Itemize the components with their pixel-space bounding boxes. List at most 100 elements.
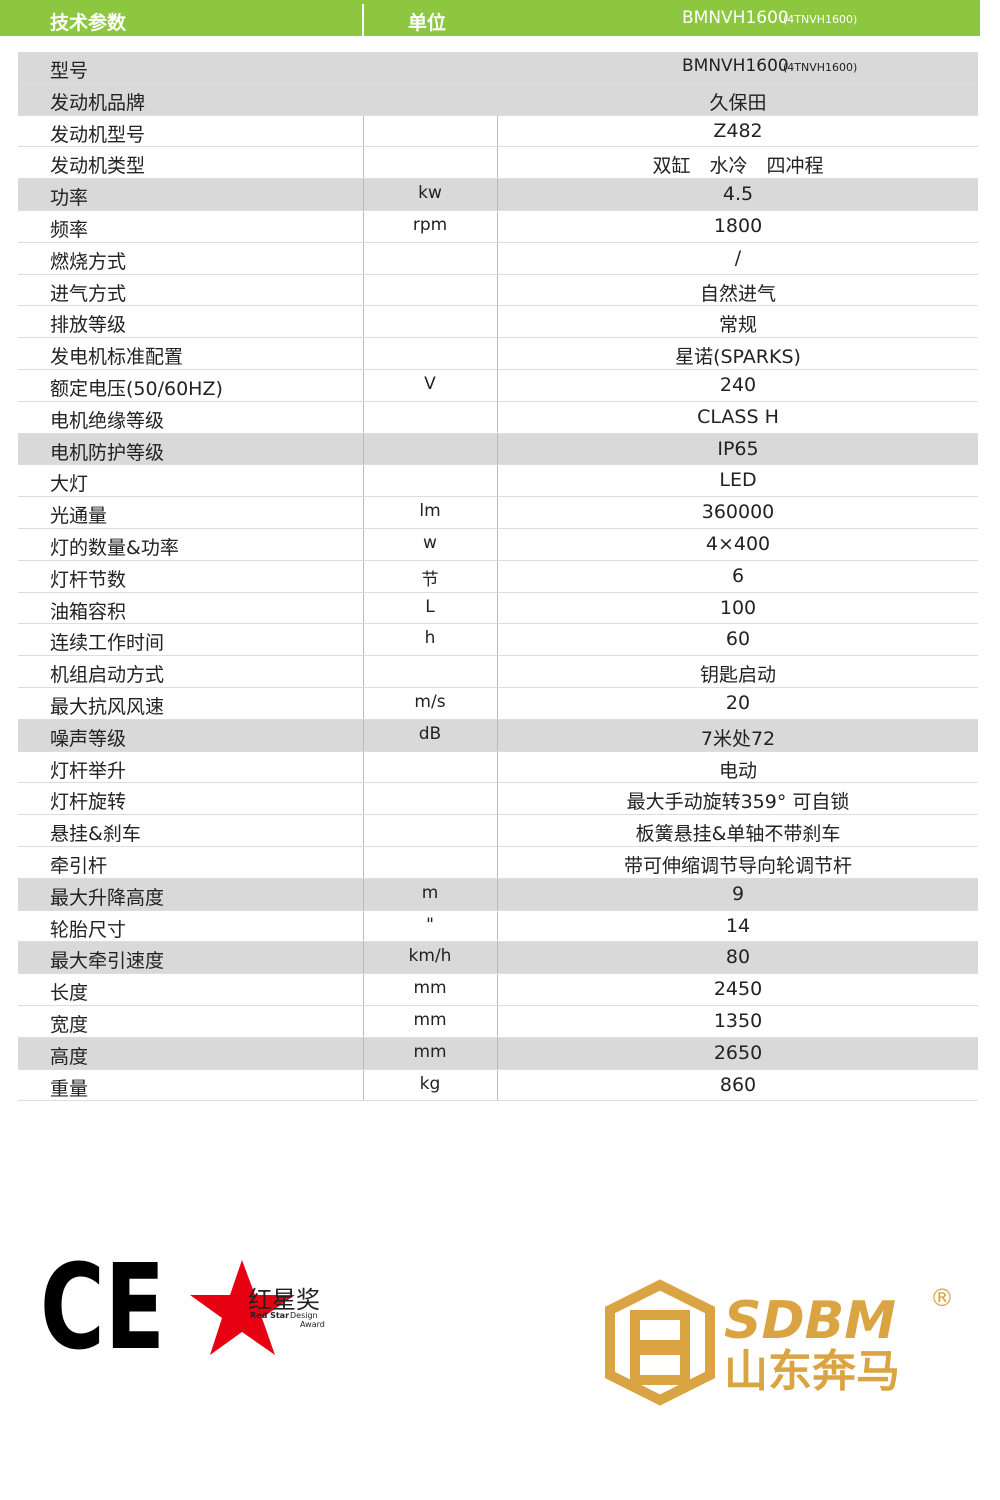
row-value: 1350 (713, 1010, 763, 1032)
column-divider (497, 656, 498, 687)
table-row: 灯杆旋转 最大手动旋转359° 可自锁 (18, 783, 978, 816)
row-value: 60 (725, 628, 751, 651)
row-label: 高度 (50, 1045, 89, 1068)
table-row: 最大牵引速度 km/h 80 (18, 942, 978, 975)
column-divider (497, 1006, 498, 1037)
column-divider (363, 497, 364, 528)
column-divider (363, 751, 364, 783)
row-value: 4.5 (722, 183, 754, 206)
column-divider (363, 529, 364, 560)
column-divider (497, 274, 498, 306)
column-divider (497, 401, 498, 433)
row-label: 悬挂&刹车 (50, 823, 141, 846)
row-value: 20 (725, 692, 751, 714)
page: 技术参数 单位 BMNVH1600 (4TNVH1600) 型号 BMNVH160… (0, 0, 980, 1406)
table-row: 最大升降高度 m 9 (18, 878, 978, 911)
row-value: 钥匙启动 (699, 664, 777, 687)
row-label: 电机绝缘等级 (50, 409, 165, 432)
row-value: Z482 (713, 119, 763, 142)
column-divider (497, 242, 498, 274)
row-label: 灯杆举升 (50, 759, 127, 782)
row-label: 最大抗风风速 (50, 696, 165, 718)
row-label: 光通量 (50, 505, 108, 528)
table-row: 排放等级 常规 (18, 306, 978, 339)
column-divider (363, 1006, 364, 1037)
column-divider (497, 688, 498, 719)
table-row: 高度 mm 2650 (18, 1037, 978, 1070)
row-label: 进气方式 (50, 282, 127, 305)
column-divider (497, 306, 498, 338)
column-divider (363, 401, 364, 433)
column-divider (497, 592, 498, 624)
column-divider (497, 179, 498, 210)
header-cell: BMNVH1600 (682, 8, 789, 28)
table-row: 电机防护等级 IP65 (18, 433, 978, 466)
row-unit: mm (413, 1041, 447, 1062)
table-row: 电机绝缘等级 CLASS H (18, 401, 978, 434)
column-divider (497, 465, 498, 497)
column-divider (497, 370, 498, 401)
table-row: 宽度 mm 1350 (18, 1006, 978, 1038)
row-label: 发动机类型 (50, 155, 146, 178)
row-label: 电机防护等级 (50, 441, 165, 464)
row-value: 9 (731, 882, 745, 905)
table-row: 灯杆节数 节 6 (18, 560, 978, 593)
column-divider (363, 338, 364, 369)
column-divider (497, 1069, 498, 1101)
row-label: 最大升降高度 (50, 886, 165, 909)
row-unit: mm (413, 1010, 447, 1030)
row-label: 发电机标准配置 (50, 346, 184, 369)
table-row: 噪声等级 dB 7米处72 (18, 719, 978, 752)
table-row: 灯的数量&功率 w 4×400 (18, 529, 978, 561)
row-value: 860 (719, 1073, 757, 1096)
row-value: 自然进气 (699, 282, 777, 305)
row-unit: m/s (414, 692, 446, 712)
table-row: 燃烧方式 / (18, 242, 978, 275)
column-divider (363, 688, 364, 719)
registered-mark: ® (930, 1284, 954, 1312)
column-divider (497, 878, 498, 910)
row-value: / (734, 246, 742, 269)
row-unit: V (424, 374, 436, 394)
row-label: 连续工作时间 (50, 632, 165, 655)
column-divider (497, 974, 498, 1005)
header-note: (4TNVH1600) (783, 13, 858, 26)
row-label: 功率 (50, 187, 89, 210)
column-divider (363, 179, 364, 210)
row-value: 360000 (701, 501, 775, 524)
table-row: 发动机类型 双缸 水冷 四冲程 (18, 147, 978, 180)
row-value: 4×400 (705, 533, 771, 555)
table-row: 悬挂&刹车 板簧悬挂&单轴不带刹车 (18, 815, 978, 847)
row-label: 重量 (50, 1077, 89, 1100)
column-divider (363, 656, 364, 687)
row-value-note: (4TNVH1600) (783, 61, 858, 74)
row-unit: " (426, 914, 434, 935)
row-value: 双缸 水冷 四冲程 (652, 155, 824, 178)
row-label: 长度 (50, 982, 89, 1005)
row-unit: 节 (421, 569, 439, 590)
row-value: 久保田 (709, 91, 767, 114)
row-value: 带可伸缩调节导向轮调节杆 (623, 855, 853, 877)
row-value: 7米处72 (700, 727, 776, 750)
column-divider (363, 274, 364, 306)
row-value: 星诺(SPARKS) (675, 346, 801, 369)
row-value: 2650 (713, 1041, 763, 1064)
row-label: 发动机品牌 (50, 91, 146, 114)
column-divider (363, 147, 364, 179)
row-value: 板簧悬挂&单轴不带刹车 (635, 823, 841, 846)
row-value: 14 (725, 914, 751, 937)
column-divider (363, 719, 364, 751)
column-divider (497, 147, 498, 179)
table-row: 额定电压(50/60HZ) V 240 (18, 370, 978, 402)
table-row: 功率 kw 4.5 (18, 179, 978, 211)
red-star-en: Red Star (250, 1311, 289, 1320)
table-row: 进气方式 自然进气 (18, 274, 978, 307)
table-row: 发动机型号 Z482 (18, 115, 978, 148)
row-label: 油箱容积 (50, 600, 127, 623)
column-divider (363, 1037, 364, 1069)
header-cell: 技术参数 (50, 12, 127, 34)
column-divider (363, 624, 364, 656)
row-unit: L (425, 596, 435, 617)
column-divider (363, 1069, 364, 1101)
row-value: 1800 (713, 215, 763, 237)
